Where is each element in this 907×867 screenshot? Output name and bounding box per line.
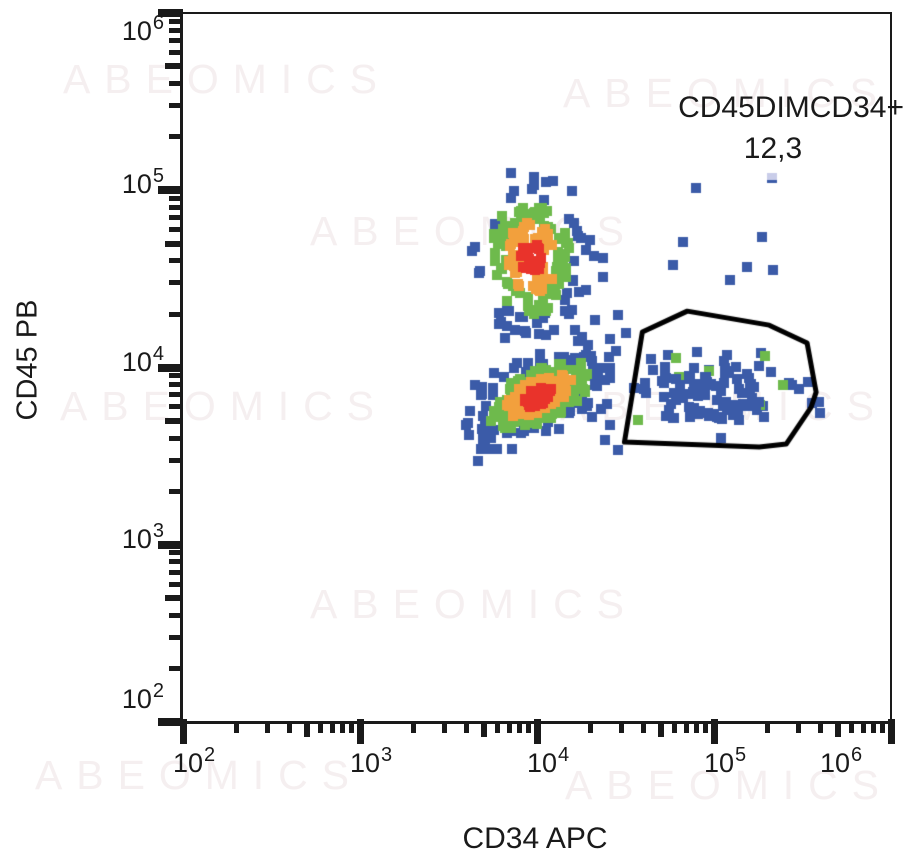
y-axis-minor-tick [169,488,181,494]
y-axis-minor-tick [169,81,181,87]
x-axis-minor-tick [287,721,293,733]
y-axis-minor-tick [169,569,181,575]
y-axis-minor-tick [169,550,181,556]
x-axis-minor-tick [464,721,470,733]
y-axis-title: CD45 PB [11,299,44,421]
y-axis-minor-tick [169,280,181,286]
y-axis-minor-tick [169,134,181,140]
x-axis-minor-tick [703,721,709,733]
y-axis-minor-tick [169,37,181,43]
x-axis-tick-label: 105 [704,744,747,778]
x-axis-minor-tick [233,721,239,733]
x-axis-minor-tick [880,721,886,733]
x-axis-minor-tick [318,721,324,733]
x-axis-minor-tick [330,721,336,733]
x-axis-minor-tick [657,721,664,737]
x-axis-minor-tick [349,721,355,733]
y-axis-minor-tick [169,258,181,264]
y-axis-minor-tick [169,435,181,441]
y-axis-tick-label: 105 [121,165,164,200]
y-axis-major-tick [158,718,183,726]
x-axis-major-tick [179,719,187,744]
x-axis-minor-tick [641,721,647,733]
y-axis-minor-tick [169,311,181,317]
x-axis-tick-label: 102 [173,744,216,778]
x-axis-minor-tick [410,721,416,733]
x-axis-minor-tick [303,721,310,737]
gate-percentage-value: 12,3 [743,132,803,165]
y-axis-minor-tick [165,417,181,424]
x-axis-minor-tick [264,721,270,733]
y-axis-tick-label: 103 [121,519,164,554]
x-axis-minor-tick [818,721,824,733]
x-axis-minor-tick [587,721,593,733]
x-axis-minor-tick [795,721,801,733]
x-axis-major-tick [356,719,364,744]
y-axis-minor-tick [169,204,181,210]
y-axis-minor-tick [169,18,181,24]
y-axis-minor-tick [169,404,181,410]
y-axis-tick-label: 106 [121,12,164,46]
y-axis-minor-tick [169,373,181,379]
y-axis-minor-tick [169,215,181,221]
x-axis-tick-label: 103 [350,744,393,778]
y-axis-minor-tick [169,382,181,388]
x-axis-minor-tick [764,721,770,733]
y-axis-minor-tick [169,103,181,109]
y-axis-tick-label: 102 [121,680,164,714]
x-axis-major-tick [887,719,895,744]
x-axis-minor-tick [526,721,532,733]
y-axis-minor-tick [169,392,181,398]
y-axis-minor-tick [169,195,181,201]
x-axis-minor-tick [340,721,346,733]
x-axis-tick-label: 106 [820,744,863,778]
y-axis-minor-tick [169,27,181,33]
y-axis-minor-tick [169,612,181,618]
x-axis-major-tick [710,719,718,744]
x-axis-minor-tick [849,721,855,733]
y-axis-minor-tick [165,240,181,247]
y-axis-major-tick [158,9,183,17]
y-axis-minor-tick [169,666,181,672]
x-axis-minor-tick [694,721,700,733]
y-axis-minor-tick [169,457,181,463]
x-axis-minor-tick [672,721,678,733]
y-axis-minor-tick [169,227,181,233]
y-axis-minor-tick [169,559,181,565]
x-axis-title: CD34 APC [462,822,608,855]
y-axis-minor-tick [169,581,181,587]
x-axis-minor-tick [618,721,624,733]
y-axis-minor-tick [169,49,181,55]
x-axis-major-tick [533,719,541,744]
y-axis-major-tick [158,540,183,549]
x-axis-tick-label: 104 [527,744,570,778]
x-axis-minor-tick [684,721,690,733]
y-axis-minor-tick [165,63,181,70]
y-axis-major-tick [158,186,183,195]
x-axis-minor-tick [495,721,501,733]
x-axis-minor-tick [517,721,523,733]
x-axis-minor-tick [480,721,487,737]
y-axis-major-tick [158,363,183,372]
gate-name-label: CD45DIMCD34+ [678,91,904,124]
x-axis-minor-tick [871,721,877,733]
x-axis-minor-tick [507,721,513,733]
y-axis-minor-tick [169,634,181,640]
x-axis-minor-tick [441,721,447,733]
x-axis-minor-tick [861,721,867,733]
x-axis-minor-tick [834,721,841,737]
y-axis-tick-label: 104 [121,342,164,377]
y-axis-minor-tick [165,595,181,602]
